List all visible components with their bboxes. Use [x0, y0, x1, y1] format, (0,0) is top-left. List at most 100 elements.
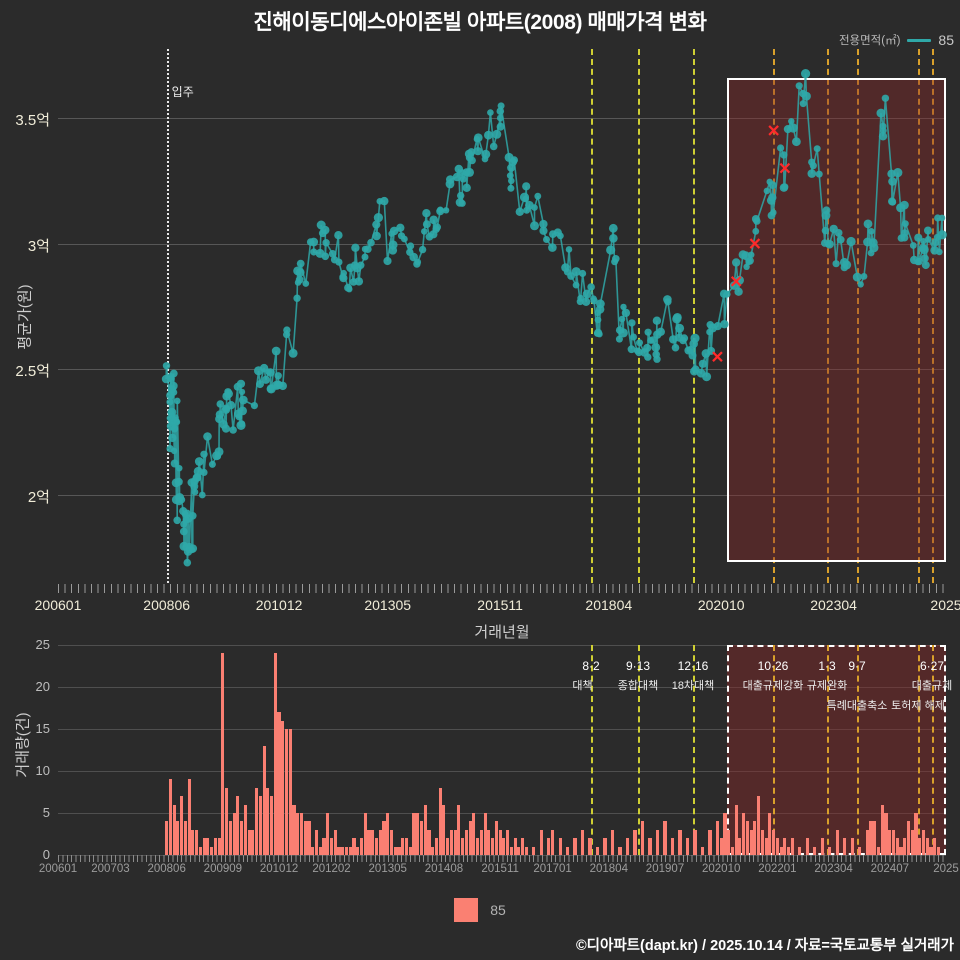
legend-bottom-swatch	[454, 898, 479, 922]
volume-bar	[333, 829, 337, 855]
volume-y-tick: 25	[35, 637, 50, 652]
price-point	[636, 339, 643, 347]
price-point	[937, 230, 947, 240]
volume-gridline	[58, 771, 946, 772]
volume-bar	[341, 846, 345, 855]
price-point	[340, 269, 348, 277]
price-point	[373, 213, 383, 223]
price-point	[250, 402, 258, 410]
price-point	[530, 221, 539, 231]
legend-top-label: 전용면적(㎡)	[838, 35, 901, 47]
price-point	[618, 328, 628, 338]
price-point	[226, 401, 236, 410]
volume-bar	[348, 846, 352, 855]
price-point	[179, 527, 188, 536]
legend-top-value: 85	[938, 32, 954, 48]
price-point	[221, 424, 231, 433]
price-x-tick: 201305	[364, 597, 412, 613]
volume-bar	[284, 729, 289, 855]
price-point	[643, 343, 652, 353]
price-point	[893, 168, 903, 178]
price-point	[468, 156, 476, 165]
volume-bar	[337, 846, 341, 855]
volume-bar	[929, 846, 933, 855]
price-point	[901, 229, 909, 237]
price-point	[788, 118, 795, 125]
price-point	[409, 252, 419, 262]
volume-bar	[206, 838, 210, 855]
price-point	[919, 244, 929, 255]
volume-x-tick: 201305	[368, 863, 407, 875]
price-point	[421, 228, 428, 235]
price-point	[176, 465, 183, 472]
volume-bar	[371, 829, 375, 855]
price-highlight-box	[727, 78, 946, 562]
volume-bar	[757, 796, 761, 855]
price-point	[753, 217, 761, 225]
volume-bar	[558, 838, 562, 855]
volume-x-tick: 200806	[147, 863, 186, 875]
price-point	[496, 114, 504, 122]
price-point	[936, 248, 943, 256]
volume-x-tick: 200703	[91, 863, 130, 875]
policy-name-label-5: 특례대출축소	[826, 700, 888, 712]
volume-bar	[633, 829, 637, 855]
price-point	[357, 261, 365, 269]
page-title: 진해이동디에스아이존빌 아파트(2008) 매매가격 변화	[253, 11, 707, 34]
policy-name-label-2: 18차대책	[671, 680, 715, 692]
price-point	[807, 169, 817, 178]
volume-x-tick: 202304	[814, 863, 853, 875]
volume-bar	[891, 829, 896, 855]
price-point	[507, 184, 515, 192]
price-point	[446, 175, 455, 184]
price-point	[208, 460, 216, 468]
volume-bar	[262, 745, 266, 855]
price-point	[173, 418, 181, 426]
volume-bar	[288, 729, 292, 855]
price-point	[565, 246, 573, 253]
volume-policy-line-2	[693, 645, 695, 855]
volume-bar	[506, 829, 510, 855]
price-x-axis-title: 거래년월	[474, 624, 530, 641]
volume-bar	[195, 829, 199, 855]
volume-bar	[352, 838, 356, 855]
volume-bar	[670, 838, 675, 855]
volume-bar	[494, 821, 498, 855]
volume-bar	[727, 829, 731, 855]
volume-chart-plot-area: 거래량(건) 0 5 10 15 20 25 8·2 대책 9·13 종합대책 12·16 18차대…	[15, 637, 959, 875]
price-point	[178, 496, 186, 504]
price-point	[620, 303, 627, 311]
volume-x-axis-ruler	[58, 855, 946, 862]
volume-x-tick: 2025	[933, 863, 959, 875]
volume-bar	[805, 838, 809, 855]
volume-bar	[843, 838, 847, 855]
volume-bar	[820, 838, 824, 855]
price-point	[278, 381, 287, 391]
volume-bar	[921, 829, 926, 855]
price-point	[200, 450, 208, 458]
volume-y-tick: 0	[42, 847, 50, 862]
price-point	[799, 100, 807, 108]
price-point	[914, 233, 923, 242]
volume-y-tick: 5	[42, 805, 50, 820]
volume-x-tick: 201012	[259, 863, 299, 875]
price-point	[191, 488, 199, 496]
volume-bar	[618, 846, 622, 855]
price-point	[915, 257, 923, 266]
volume-bar	[910, 829, 914, 855]
volume-bar	[221, 653, 225, 855]
volume-policy-line-6	[918, 645, 920, 855]
price-point	[261, 375, 270, 384]
price-point	[822, 206, 831, 215]
price-point	[618, 315, 626, 323]
volume-y-tick: 20	[35, 679, 50, 694]
volume-x-tick: 200909	[203, 863, 243, 875]
volume-gridline	[58, 813, 946, 814]
volume-bar	[382, 821, 386, 855]
price-point	[474, 133, 483, 142]
volume-bar	[314, 829, 319, 855]
volume-bar	[468, 821, 472, 855]
price-point	[653, 355, 661, 363]
price-point	[481, 149, 491, 159]
volume-bar	[719, 838, 723, 855]
